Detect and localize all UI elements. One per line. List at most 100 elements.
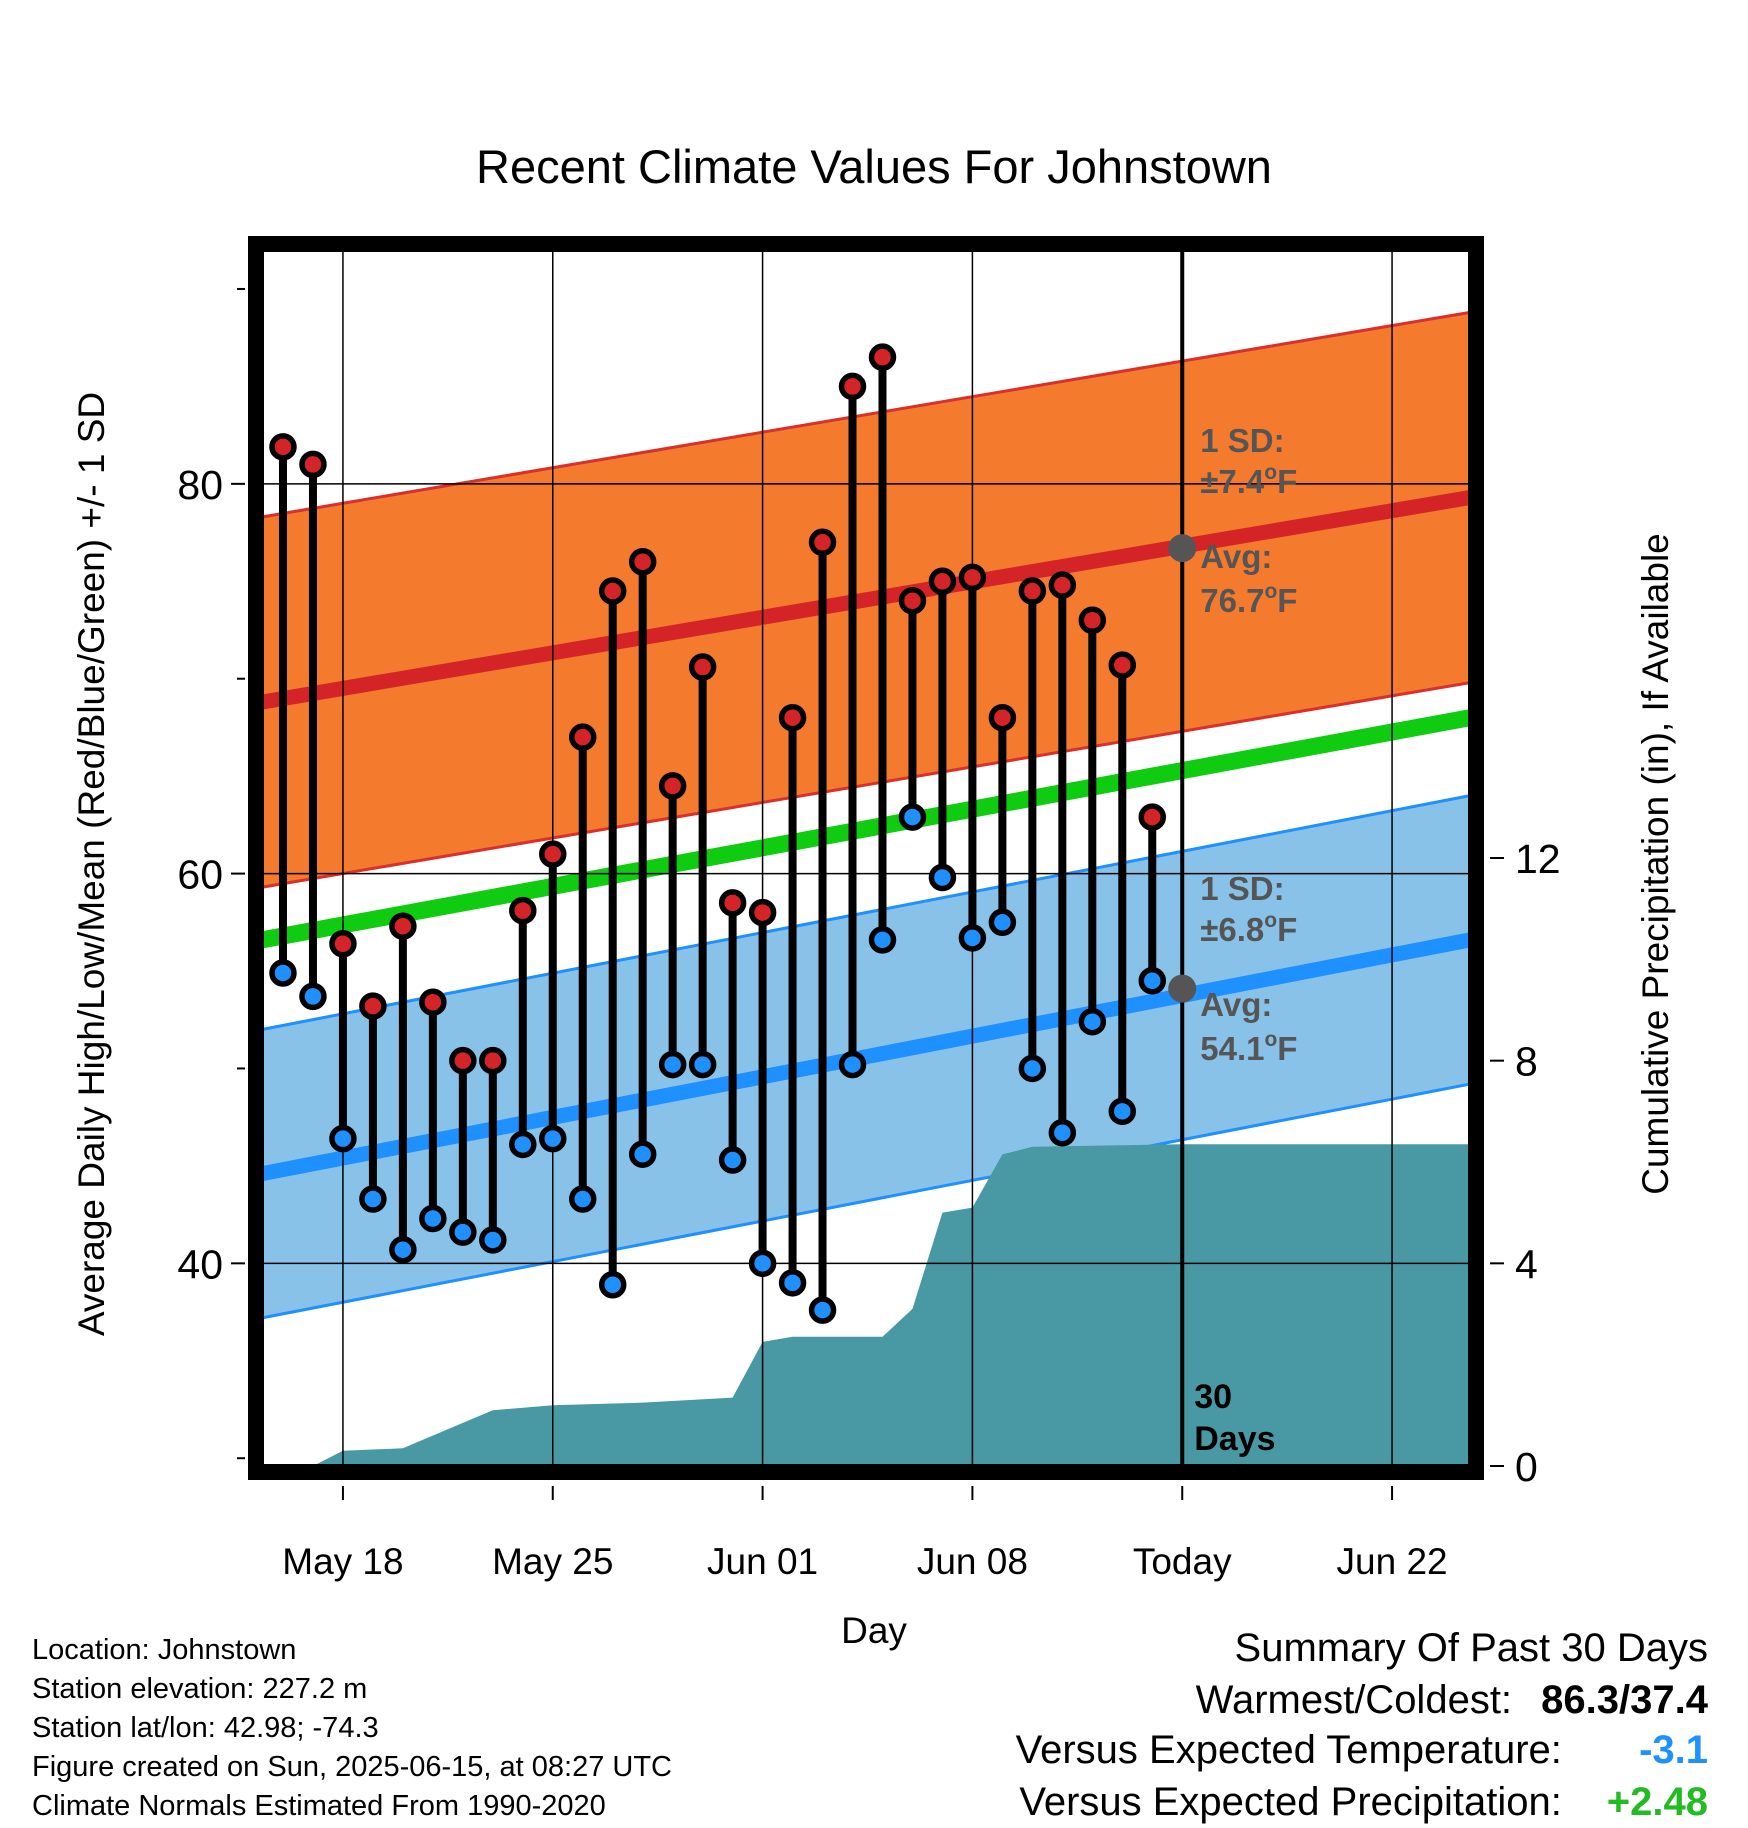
low-point <box>449 1218 477 1246</box>
high-point <box>628 548 657 576</box>
low-point <box>1138 967 1167 995</box>
low-point <box>419 1204 447 1233</box>
high-point <box>988 703 1017 732</box>
high-point <box>898 587 927 615</box>
high-point <box>928 567 957 596</box>
x-tick-label: May 18 <box>282 1541 403 1582</box>
y2-tick-label: 4 <box>1515 1241 1538 1287</box>
high-point <box>329 929 357 958</box>
high-point <box>748 898 777 927</box>
low-annotation-sd-label: 1 SD: <box>1200 870 1284 907</box>
y2-axis-label: Cumulative Precipitation (in), If Availa… <box>1635 533 1676 1195</box>
high-annotation-sd-value: ±7.4oF <box>1200 461 1297 500</box>
low-point <box>898 803 927 831</box>
high-point <box>449 1046 477 1075</box>
high-sd-band-lower-edge <box>261 681 1471 889</box>
high-point <box>1078 606 1107 635</box>
summary-warm-cold-value: 86.3/37.4 <box>1541 1678 1708 1722</box>
low-point <box>688 1050 717 1079</box>
low-point <box>628 1140 657 1168</box>
low-point <box>808 1296 837 1324</box>
low-sd-band-upper-edge <box>261 794 1471 1031</box>
low-point <box>1018 1054 1047 1083</box>
high-point <box>1018 577 1047 605</box>
high-point <box>269 433 297 461</box>
low-annotation-sd-value: ±6.8oF <box>1200 909 1297 948</box>
high-point <box>539 840 567 868</box>
high-point <box>778 703 807 732</box>
high-point <box>568 723 597 751</box>
footer-normals: Climate Normals Estimated From 1990-2020 <box>32 1790 606 1822</box>
y-tick-label: 80 <box>177 462 223 508</box>
summary-temp-label: Versus Expected Temperature: <box>1015 1728 1562 1772</box>
x-axis-label: Day <box>841 1610 907 1651</box>
today-high-avg-marker <box>1168 534 1197 563</box>
high-point <box>1138 803 1167 831</box>
summary-precip: Versus Expected Precipitation: +2.48 <box>1019 1782 1708 1822</box>
low-point <box>539 1124 567 1153</box>
high-point <box>479 1046 507 1075</box>
low-point <box>1108 1097 1137 1126</box>
low-point <box>658 1050 687 1079</box>
high-point <box>509 896 537 925</box>
low-point <box>1078 1007 1107 1036</box>
high-point <box>1048 571 1077 599</box>
high-point <box>658 772 687 800</box>
y2-tick-label: 8 <box>1515 1039 1538 1085</box>
x-tick-label: Today <box>1133 1541 1232 1582</box>
high-point <box>808 528 837 557</box>
footer-elevation: Station elevation: 227.2 m <box>32 1673 368 1705</box>
low-point <box>868 926 897 954</box>
low-point <box>1048 1119 1077 1147</box>
low-point <box>299 982 327 1011</box>
low-annotation-avg-label: Avg: <box>1200 986 1272 1023</box>
low-point <box>269 959 297 987</box>
low-point <box>479 1226 507 1254</box>
x-tick-label: Jun 01 <box>707 1541 818 1582</box>
high-annotation-avg-value: 76.7oF <box>1200 580 1297 619</box>
low-point <box>359 1185 387 1213</box>
x-tick-label: Jun 22 <box>1337 1541 1448 1582</box>
low-point <box>988 908 1017 937</box>
x-tick-label: May 25 <box>492 1541 613 1582</box>
y-tick-label: 60 <box>177 852 223 898</box>
plot-frame <box>248 236 1484 1480</box>
low-point <box>389 1235 417 1264</box>
chart-title: Recent Climate Values For Johnstown <box>476 140 1272 193</box>
high-point <box>359 992 387 1020</box>
summary-temp: Versus Expected Temperature: -3.1 <box>1016 1730 1708 1770</box>
low-point <box>928 863 957 892</box>
low-point <box>598 1271 627 1299</box>
low-point <box>778 1269 807 1297</box>
high-point <box>958 563 987 592</box>
precip-area <box>262 1144 1470 1466</box>
summary-warm-cold-label: Warmest/Coldest: <box>1195 1678 1513 1722</box>
high-point <box>838 372 867 401</box>
high-sd-band-upper-edge <box>261 310 1471 519</box>
low-point <box>568 1185 597 1213</box>
high-point <box>389 912 417 940</box>
high-point <box>688 653 717 681</box>
low-sd-band-lower-edge <box>261 1082 1471 1320</box>
low-point <box>748 1249 777 1278</box>
high-annotation-sd-label: 1 SD: <box>1200 422 1284 459</box>
high-point <box>868 343 897 371</box>
summary-title: Summary Of Past 30 Days <box>1234 1626 1708 1670</box>
mean-avg-line <box>260 709 1472 949</box>
summary-temp-value: -3.1 <box>1639 1728 1708 1772</box>
x-tick-label: Jun 08 <box>917 1541 1028 1582</box>
high-avg-line <box>260 490 1472 710</box>
summary-precip-label: Versus Expected Precipitation: <box>1019 1780 1562 1824</box>
today-days-label: 30 <box>1194 1378 1232 1416</box>
high-point <box>419 988 447 1016</box>
high-point <box>718 889 747 917</box>
y-tick-label: 40 <box>177 1241 223 1287</box>
low-point <box>958 924 987 952</box>
high-point <box>1108 651 1137 679</box>
low-point <box>838 1050 867 1079</box>
footer-location: Location: Johnstown <box>32 1634 297 1666</box>
y2-tick-label: 0 <box>1515 1444 1538 1490</box>
footer-latlon: Station lat/lon: 42.98; -74.3 <box>32 1712 379 1744</box>
today-low-avg-marker <box>1168 974 1197 1003</box>
